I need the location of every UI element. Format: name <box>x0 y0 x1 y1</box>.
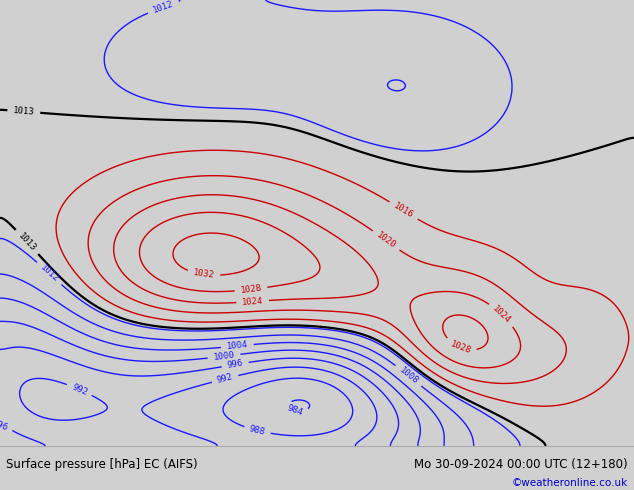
Text: 1013: 1013 <box>16 231 37 253</box>
Text: Mo 30-09-2024 00:00 UTC (12+180): Mo 30-09-2024 00:00 UTC (12+180) <box>414 458 628 471</box>
Text: 1032: 1032 <box>193 269 215 280</box>
Text: 1000: 1000 <box>213 350 235 362</box>
Text: 992: 992 <box>70 382 89 397</box>
Text: 1020: 1020 <box>375 230 398 250</box>
Text: 1008: 1008 <box>397 366 420 386</box>
Text: 1024: 1024 <box>491 304 513 325</box>
Text: 992: 992 <box>216 372 234 385</box>
Text: 1012: 1012 <box>152 0 175 15</box>
Text: Surface pressure [hPa] EC (AIFS): Surface pressure [hPa] EC (AIFS) <box>6 458 198 471</box>
Text: 984: 984 <box>285 403 304 417</box>
Text: 1013: 1013 <box>13 106 35 117</box>
Text: 1004: 1004 <box>226 341 249 351</box>
Text: 1016: 1016 <box>392 201 415 220</box>
Text: 1028: 1028 <box>240 284 262 295</box>
Text: 1012: 1012 <box>38 263 60 284</box>
Text: 996: 996 <box>226 359 244 370</box>
Text: ©weatheronline.co.uk: ©weatheronline.co.uk <box>512 478 628 488</box>
Text: 1028: 1028 <box>449 340 472 356</box>
Text: 988: 988 <box>249 424 266 437</box>
Text: 1024: 1024 <box>242 296 264 307</box>
Text: 996: 996 <box>0 418 9 432</box>
